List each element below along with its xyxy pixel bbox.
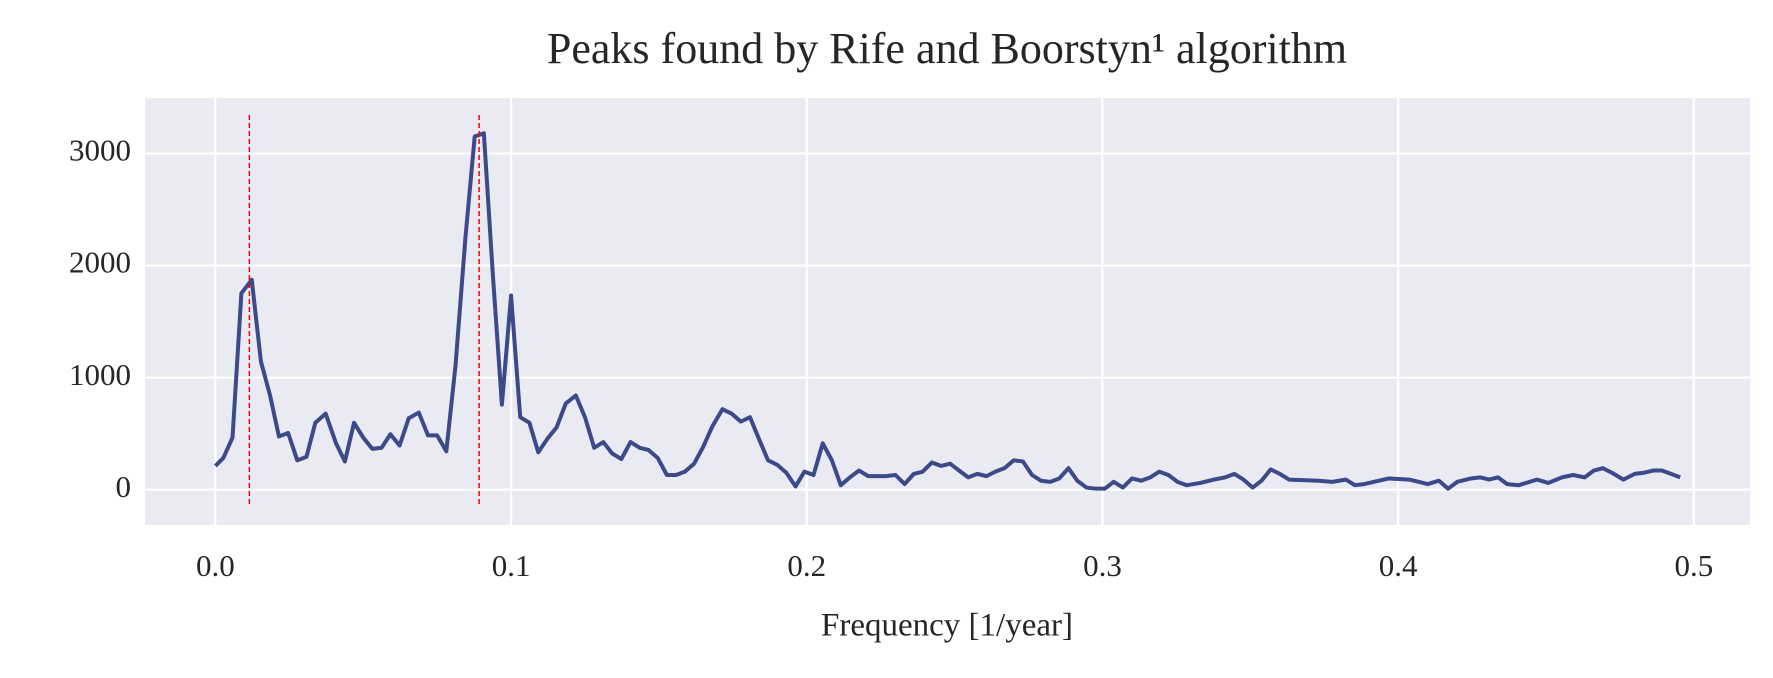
x-tick-label: 0.4 xyxy=(1379,548,1418,583)
y-tick-label: 2000 xyxy=(69,245,131,280)
x-axis-label: Frequency [1/year] xyxy=(821,608,1073,644)
chart-title: Peaks found by Rife and Boorstyn¹ algori… xyxy=(547,24,1347,73)
plot-area xyxy=(145,98,1750,525)
y-tick-label: 0 xyxy=(116,469,132,504)
x-tick-label: 0.2 xyxy=(787,548,826,583)
data-line xyxy=(213,131,1681,491)
x-tick-label: 0.1 xyxy=(492,548,531,583)
x-tick-label: 0.0 xyxy=(196,548,235,583)
x-tick-label: 0.5 xyxy=(1674,548,1713,583)
x-tick-label: 0.3 xyxy=(1083,548,1122,583)
y-tick-label: 3000 xyxy=(69,133,131,168)
y-tick-label: 1000 xyxy=(69,357,131,392)
